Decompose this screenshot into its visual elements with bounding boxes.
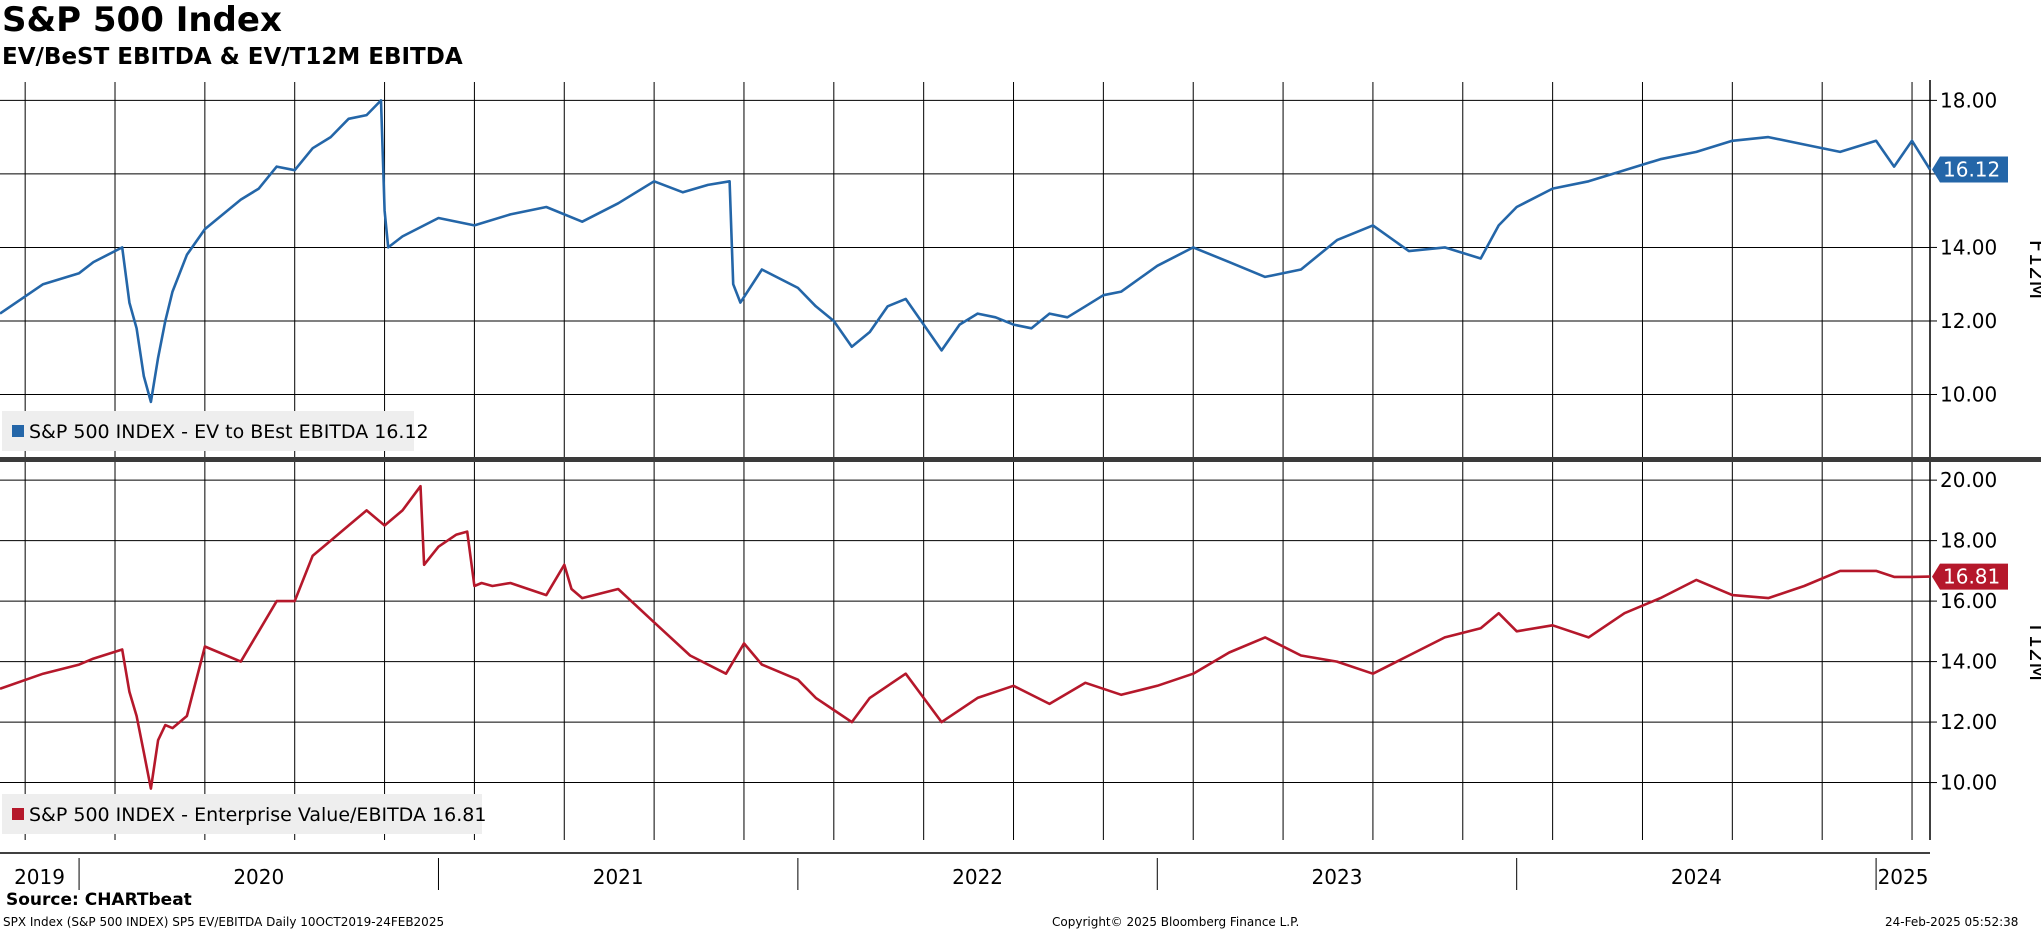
bottom-series-line [0, 484, 1931, 790]
chart-area: 10.00 12.00 14.00 16.00 18.00 16.12 F12M S&P 50… [0, 80, 2041, 890]
top-y-tick-label: 12.00 [1940, 309, 1997, 333]
chart-subtitle: EV/BeST EBITDA & EV/T12M EBITDA [2, 44, 463, 70]
x-tick-label: 2024 [1671, 865, 1722, 889]
top-y-tick-label: 14.00 [1940, 235, 1997, 259]
bottom-y-tick-label: 12.00 [1940, 710, 1997, 734]
top-last-value-label: 16.12 [1943, 158, 2000, 182]
top-last-value-tag [1932, 156, 2008, 183]
top-y-tick-label: 10.00 [1940, 383, 1997, 407]
x-tick-label: 2023 [1312, 865, 1363, 889]
x-tick-label: 2021 [593, 865, 644, 889]
bottom-y-tick-label: 16.00 [1940, 589, 1997, 613]
top-y-tick-label: 18.00 [1940, 88, 1997, 112]
top-series-line [0, 99, 1932, 404]
bottom-axis-title: T12M [2024, 620, 2041, 681]
x-tick-label: 2022 [952, 865, 1003, 889]
x-tick-label: 2019 [14, 865, 65, 889]
top-legend-swatch [12, 425, 24, 437]
bottom-y-tick-label: 18.00 [1940, 529, 1997, 553]
x-axis: 2019 2020 2021 2022 2023 2024 2025 [0, 852, 1930, 890]
bottom-last-value-tag [1932, 563, 2008, 590]
footer-timestamp: 24-Feb-2025 05:52:38 [1885, 915, 2019, 929]
bottom-last-value-label: 16.81 [1943, 565, 2000, 589]
chart-title: S&P 500 Index [2, 0, 282, 40]
source-label: Source: CHARTbeat [6, 890, 192, 910]
bottom-y-tick-label: 20.00 [1940, 468, 1997, 492]
bottom-legend-box [2, 794, 482, 834]
top-legend-label: S&P 500 INDEX - EV to BEst EBITDA 16.12 [29, 421, 429, 443]
bottom-legend-swatch [12, 808, 24, 820]
footer-left: SPX Index (S&P 500 INDEX) SP5 EV/EBITDA … [3, 915, 445, 929]
top-axis-title: F12M [2024, 240, 2041, 300]
bottom-legend-label: S&P 500 INDEX - Enterprise Value/EBITDA … [29, 804, 486, 826]
top-legend-box [2, 411, 414, 451]
bottom-panel: 10.00 12.00 14.00 16.00 18.00 20.00 16.81 T12M S… [0, 460, 2041, 840]
bottom-y-tick-label: 14.00 [1940, 650, 1997, 674]
x-tick-label: 2025 [1878, 865, 1929, 889]
panel-divider [0, 457, 2041, 462]
bottom-y-tick-label: 10.00 [1940, 771, 1997, 795]
footer-copyright: Copyright© 2025 Bloomberg Finance L.P. [1052, 915, 1300, 929]
x-tick-label: 2020 [233, 865, 284, 889]
